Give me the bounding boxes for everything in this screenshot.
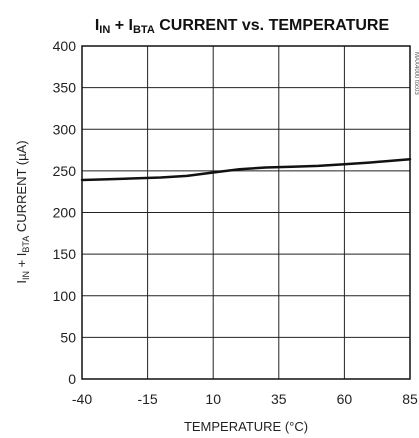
x-tick-label: -40 bbox=[72, 391, 92, 407]
x-axis-label: TEMPERATURE (°C) bbox=[184, 419, 308, 434]
y-tick-label: 250 bbox=[53, 163, 77, 179]
chart-title-subscript1: IN bbox=[99, 24, 110, 36]
chart-title: IIN + IBTA CURRENT vs. TEMPERATURE bbox=[95, 17, 390, 36]
chart-title-part3: CURRENT vs. TEMPERATURE bbox=[155, 17, 390, 34]
plot-frame bbox=[81, 45, 411, 380]
y-axis-label-subscript1: IN bbox=[21, 271, 31, 280]
y-axis-label-subscript2: BTA bbox=[21, 236, 31, 253]
series-line bbox=[80, 157, 412, 182]
y-axis-label-part3: CURRENT (µA) bbox=[14, 140, 29, 235]
y-axis-label: IIN + IBTA CURRENT (µA) bbox=[14, 140, 31, 283]
y-tick-labels: 0 50 100 150 200 250 300 350 400 bbox=[53, 38, 77, 387]
y-tick-label: 400 bbox=[53, 38, 77, 54]
y-axis-label-part2: + I bbox=[14, 253, 29, 271]
x-tick-label: 10 bbox=[205, 391, 221, 407]
y-tick-label: 150 bbox=[53, 246, 77, 262]
figure-id-label: MAX4000 toc03 bbox=[413, 52, 419, 95]
y-tick-label: 300 bbox=[53, 121, 77, 137]
y-tick-label: 350 bbox=[53, 80, 77, 96]
chart-title-subscript2: BTA bbox=[133, 24, 155, 36]
x-tick-label: -15 bbox=[137, 391, 157, 407]
y-tick-label: 100 bbox=[53, 288, 77, 304]
x-tick-labels: -40 -15 10 35 60 85 bbox=[72, 391, 418, 407]
x-tick-label: 35 bbox=[271, 391, 287, 407]
y-tick-label: 200 bbox=[53, 205, 77, 221]
x-tick-label: 85 bbox=[402, 391, 418, 407]
y-tick-label: 0 bbox=[68, 371, 76, 387]
chart-title-part2: + I bbox=[110, 17, 133, 34]
x-tick-label: 60 bbox=[337, 391, 353, 407]
grid bbox=[82, 46, 410, 379]
chart-title-part1: I bbox=[95, 17, 99, 34]
y-tick-label: 50 bbox=[60, 329, 76, 345]
y-axis-label-part1: I bbox=[14, 280, 29, 284]
